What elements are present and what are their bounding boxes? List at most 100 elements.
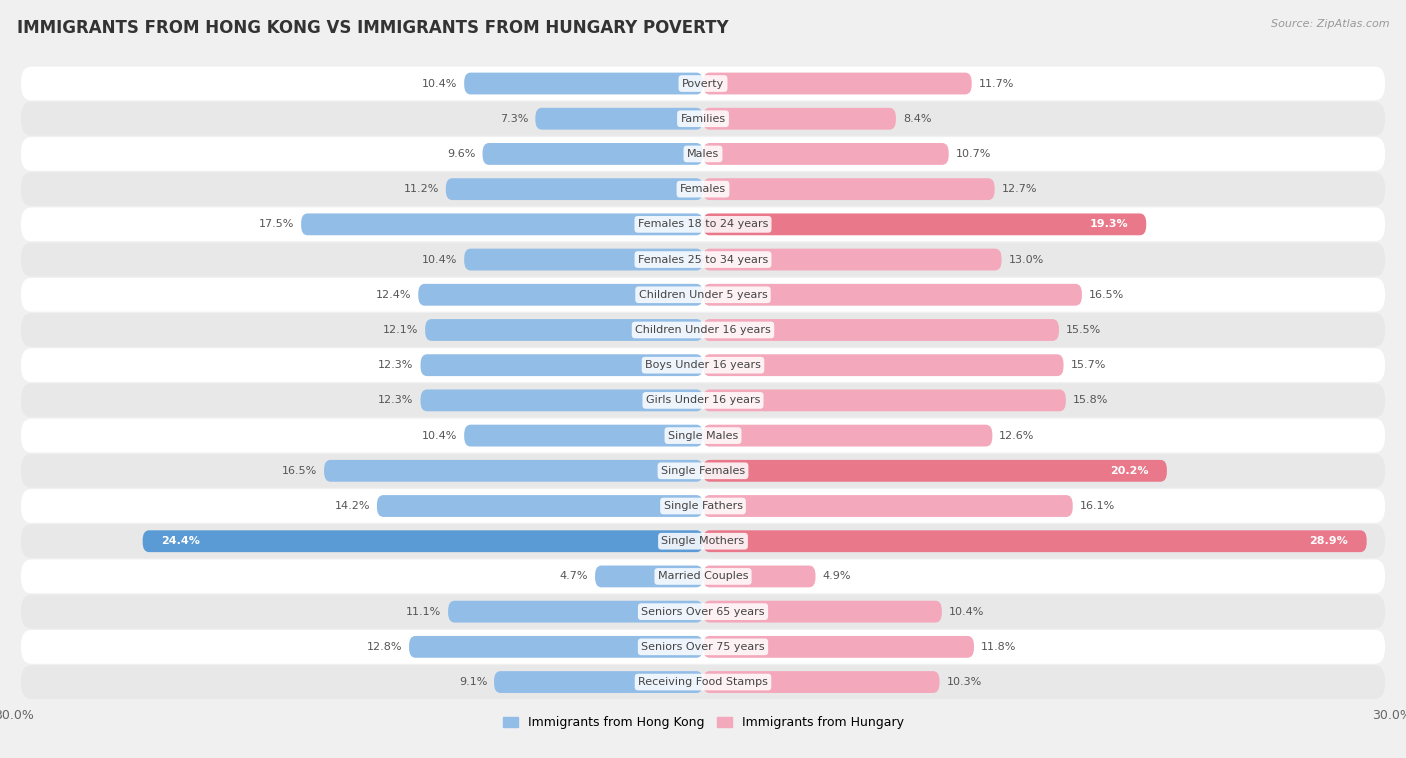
Text: 9.6%: 9.6% <box>447 149 475 159</box>
FancyBboxPatch shape <box>21 67 1385 100</box>
Text: 8.4%: 8.4% <box>903 114 931 124</box>
FancyBboxPatch shape <box>703 390 1066 412</box>
FancyBboxPatch shape <box>464 424 703 446</box>
FancyBboxPatch shape <box>21 172 1385 206</box>
FancyBboxPatch shape <box>482 143 703 164</box>
FancyBboxPatch shape <box>420 390 703 412</box>
FancyBboxPatch shape <box>703 531 1367 552</box>
FancyBboxPatch shape <box>301 214 703 235</box>
FancyBboxPatch shape <box>703 495 1073 517</box>
Text: 17.5%: 17.5% <box>259 219 294 230</box>
FancyBboxPatch shape <box>464 249 703 271</box>
FancyBboxPatch shape <box>449 601 703 622</box>
Text: Receiving Food Stamps: Receiving Food Stamps <box>638 677 768 687</box>
FancyBboxPatch shape <box>703 178 994 200</box>
Text: Single Fathers: Single Fathers <box>664 501 742 511</box>
Text: 11.2%: 11.2% <box>404 184 439 194</box>
Text: Poverty: Poverty <box>682 79 724 89</box>
Text: 10.4%: 10.4% <box>422 79 457 89</box>
Text: 7.3%: 7.3% <box>501 114 529 124</box>
FancyBboxPatch shape <box>21 666 1385 699</box>
FancyBboxPatch shape <box>703 249 1001 271</box>
FancyBboxPatch shape <box>21 418 1385 453</box>
FancyBboxPatch shape <box>446 178 703 200</box>
Text: 11.1%: 11.1% <box>406 606 441 617</box>
Text: Seniors Over 75 years: Seniors Over 75 years <box>641 642 765 652</box>
Text: 12.3%: 12.3% <box>378 396 413 406</box>
FancyBboxPatch shape <box>703 143 949 164</box>
FancyBboxPatch shape <box>703 424 993 446</box>
FancyBboxPatch shape <box>21 208 1385 241</box>
Text: 4.9%: 4.9% <box>823 572 851 581</box>
FancyBboxPatch shape <box>703 601 942 622</box>
Text: 28.9%: 28.9% <box>1309 536 1348 547</box>
FancyBboxPatch shape <box>21 102 1385 136</box>
Text: 12.4%: 12.4% <box>375 290 412 299</box>
Text: 15.8%: 15.8% <box>1073 396 1108 406</box>
FancyBboxPatch shape <box>21 278 1385 312</box>
Text: 12.6%: 12.6% <box>1000 431 1035 440</box>
Text: 12.3%: 12.3% <box>378 360 413 370</box>
Text: 15.7%: 15.7% <box>1070 360 1105 370</box>
FancyBboxPatch shape <box>21 489 1385 523</box>
FancyBboxPatch shape <box>703 565 815 587</box>
Text: 15.5%: 15.5% <box>1066 325 1101 335</box>
Text: 11.7%: 11.7% <box>979 79 1014 89</box>
FancyBboxPatch shape <box>703 319 1059 341</box>
Text: Boys Under 16 years: Boys Under 16 years <box>645 360 761 370</box>
FancyBboxPatch shape <box>703 108 896 130</box>
Legend: Immigrants from Hong Kong, Immigrants from Hungary: Immigrants from Hong Kong, Immigrants fr… <box>498 711 908 735</box>
Text: 16.5%: 16.5% <box>283 466 318 476</box>
FancyBboxPatch shape <box>703 671 939 693</box>
Text: 12.1%: 12.1% <box>382 325 418 335</box>
FancyBboxPatch shape <box>21 559 1385 594</box>
Text: Girls Under 16 years: Girls Under 16 years <box>645 396 761 406</box>
Text: Source: ZipAtlas.com: Source: ZipAtlas.com <box>1271 19 1389 29</box>
FancyBboxPatch shape <box>21 313 1385 347</box>
Text: 19.3%: 19.3% <box>1090 219 1128 230</box>
Text: Children Under 5 years: Children Under 5 years <box>638 290 768 299</box>
FancyBboxPatch shape <box>21 384 1385 418</box>
FancyBboxPatch shape <box>21 595 1385 628</box>
FancyBboxPatch shape <box>703 636 974 658</box>
Text: 10.4%: 10.4% <box>949 606 984 617</box>
Text: 24.4%: 24.4% <box>162 536 200 547</box>
FancyBboxPatch shape <box>21 137 1385 171</box>
FancyBboxPatch shape <box>425 319 703 341</box>
Text: Females 25 to 34 years: Females 25 to 34 years <box>638 255 768 265</box>
FancyBboxPatch shape <box>323 460 703 482</box>
Text: Children Under 16 years: Children Under 16 years <box>636 325 770 335</box>
Text: 20.2%: 20.2% <box>1109 466 1149 476</box>
Text: 11.8%: 11.8% <box>981 642 1017 652</box>
Text: 16.5%: 16.5% <box>1088 290 1123 299</box>
FancyBboxPatch shape <box>703 73 972 95</box>
Text: 12.8%: 12.8% <box>367 642 402 652</box>
Text: 10.7%: 10.7% <box>956 149 991 159</box>
FancyBboxPatch shape <box>464 73 703 95</box>
FancyBboxPatch shape <box>703 354 1063 376</box>
Text: 4.7%: 4.7% <box>560 572 588 581</box>
FancyBboxPatch shape <box>142 531 703 552</box>
Text: Single Females: Single Females <box>661 466 745 476</box>
Text: Seniors Over 65 years: Seniors Over 65 years <box>641 606 765 617</box>
Text: 10.4%: 10.4% <box>422 431 457 440</box>
FancyBboxPatch shape <box>703 283 1083 305</box>
Text: 10.4%: 10.4% <box>422 255 457 265</box>
Text: 13.0%: 13.0% <box>1008 255 1043 265</box>
Text: 14.2%: 14.2% <box>335 501 370 511</box>
FancyBboxPatch shape <box>21 348 1385 382</box>
Text: Females: Females <box>681 184 725 194</box>
Text: 9.1%: 9.1% <box>458 677 486 687</box>
Text: Females 18 to 24 years: Females 18 to 24 years <box>638 219 768 230</box>
Text: Families: Families <box>681 114 725 124</box>
Text: IMMIGRANTS FROM HONG KONG VS IMMIGRANTS FROM HUNGARY POVERTY: IMMIGRANTS FROM HONG KONG VS IMMIGRANTS … <box>17 19 728 37</box>
FancyBboxPatch shape <box>377 495 703 517</box>
Text: 12.7%: 12.7% <box>1001 184 1038 194</box>
FancyBboxPatch shape <box>21 630 1385 664</box>
FancyBboxPatch shape <box>21 525 1385 558</box>
FancyBboxPatch shape <box>703 214 1146 235</box>
FancyBboxPatch shape <box>494 671 703 693</box>
FancyBboxPatch shape <box>21 243 1385 277</box>
FancyBboxPatch shape <box>536 108 703 130</box>
FancyBboxPatch shape <box>595 565 703 587</box>
